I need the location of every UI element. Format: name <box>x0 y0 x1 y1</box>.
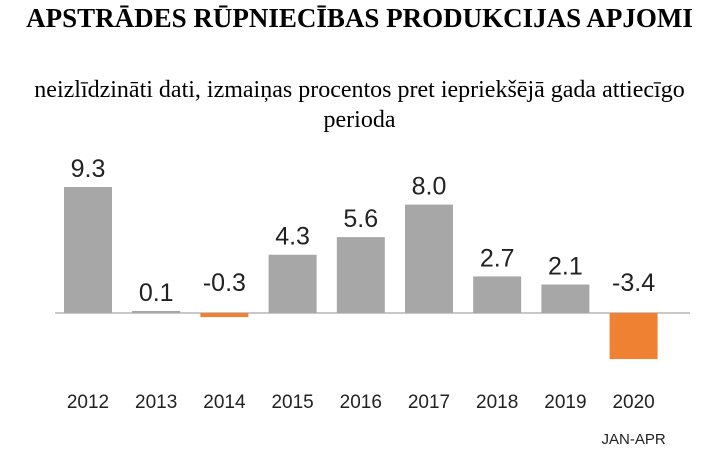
chart-title: APSTRĀDES RŪPNIECĪBAS PRODUKCIJAS APJOMI <box>26 3 693 33</box>
x-tick-label: 2020 <box>612 392 654 413</box>
x-tick-label: 2017 <box>408 392 450 413</box>
value-label: 5.6 <box>343 205 378 233</box>
value-label: 4.3 <box>275 223 310 251</box>
x-tick-label: 2012 <box>67 392 109 413</box>
bar-2019 <box>541 284 590 313</box>
x-tick-label: 2013 <box>135 392 177 413</box>
bar-2016 <box>336 237 385 313</box>
bar-2020 <box>609 313 658 360</box>
bar-2014 <box>200 313 249 318</box>
value-label: -3.4 <box>612 269 655 297</box>
value-label: 2.7 <box>480 244 515 272</box>
value-label: 0.1 <box>139 279 174 307</box>
value-label: -0.3 <box>203 269 246 297</box>
bar-2018 <box>473 276 522 313</box>
x-tick-label: 2019 <box>544 392 586 413</box>
x-tick-label: 2018 <box>476 392 518 413</box>
value-label: 9.3 <box>71 155 106 183</box>
x-tick-label: 2016 <box>340 392 382 413</box>
value-label: 8.0 <box>412 173 447 201</box>
chart-subtitle: neizlīdzināti dati, izmaiņas procentos p… <box>34 77 685 133</box>
value-label: 2.1 <box>548 253 583 281</box>
bar-2017 <box>405 204 453 313</box>
x-tick-label: 2014 <box>203 392 246 413</box>
bar-2013 <box>132 311 181 313</box>
bar-2012 <box>64 186 112 313</box>
bar-2015 <box>268 254 317 313</box>
x-tick-label: 2015 <box>271 392 313 413</box>
x-tick-sublabel: JAN-APR <box>602 431 666 448</box>
